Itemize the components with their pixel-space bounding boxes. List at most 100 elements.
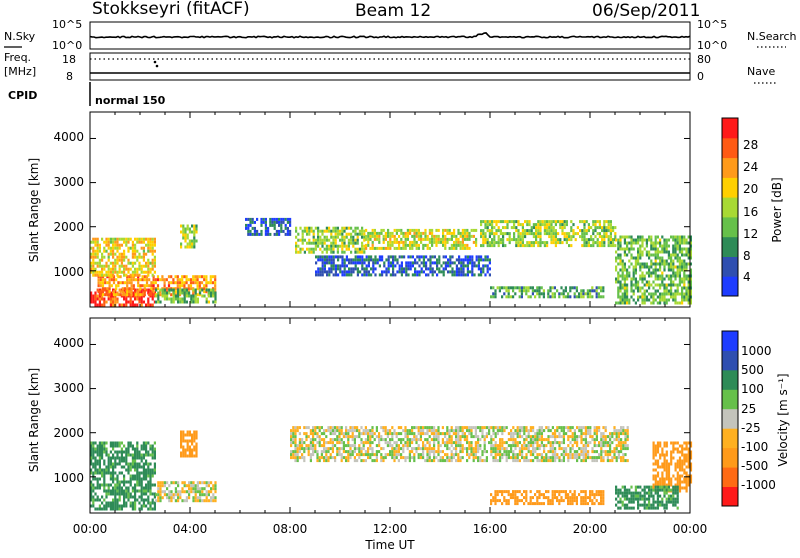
heatmap-cell bbox=[305, 426, 307, 429]
heatmap-cell bbox=[575, 238, 577, 241]
heatmap-cell bbox=[337, 251, 339, 254]
heatmap-cell bbox=[501, 438, 503, 441]
heatmap-cell bbox=[423, 270, 425, 273]
heatmap-cell bbox=[378, 444, 380, 447]
heatmap-cell bbox=[677, 275, 679, 278]
heatmap-cell bbox=[308, 242, 310, 245]
heatmap-cell bbox=[184, 490, 186, 493]
heatmap-cell bbox=[322, 258, 324, 261]
heatmap-cell bbox=[134, 298, 136, 301]
heatmap-cell bbox=[576, 450, 578, 453]
heatmap-cell bbox=[341, 230, 343, 233]
heatmap-cell bbox=[247, 230, 249, 233]
heatmap-cell bbox=[444, 247, 446, 250]
heatmap-cell bbox=[663, 278, 665, 281]
heatmap-cell bbox=[152, 493, 154, 496]
heatmap-cell bbox=[131, 281, 133, 284]
heatmap-cell bbox=[566, 238, 568, 241]
heatmap-cell bbox=[624, 284, 626, 287]
heatmap-cell bbox=[153, 281, 155, 284]
heatmap-cell bbox=[137, 284, 139, 287]
heatmap-cell bbox=[341, 456, 343, 459]
heatmap-cell bbox=[679, 293, 681, 296]
heatmap-cell bbox=[393, 429, 395, 432]
heatmap-cell bbox=[563, 429, 565, 432]
heatmap-cell bbox=[392, 270, 394, 273]
heatmap-cell bbox=[141, 472, 143, 475]
heatmap-cell bbox=[657, 466, 659, 469]
heatmap-cell bbox=[193, 437, 195, 440]
heatmap-cell bbox=[480, 223, 482, 226]
heatmap-cell bbox=[677, 266, 679, 269]
heatmap-cell bbox=[513, 238, 515, 241]
heatmap-cell bbox=[292, 456, 294, 459]
heatmap-cell bbox=[412, 264, 414, 267]
heatmap-cell bbox=[400, 447, 402, 450]
heatmap-cell bbox=[317, 242, 319, 245]
heatmap-cell bbox=[429, 232, 431, 235]
heatmap-cell bbox=[166, 298, 168, 301]
heatmap-cell bbox=[593, 496, 595, 499]
heatmap-cell bbox=[350, 251, 352, 254]
heatmap-cell bbox=[624, 293, 626, 296]
heatmap-cell bbox=[267, 230, 269, 233]
heatmap-cell bbox=[451, 244, 453, 247]
heatmap-cell bbox=[433, 241, 435, 244]
heatmap-cell bbox=[489, 235, 491, 238]
heatmap-cell bbox=[125, 301, 127, 304]
heatmap-cell bbox=[424, 438, 426, 441]
heatmap-cell bbox=[685, 254, 687, 257]
heatmap-cell bbox=[141, 481, 143, 484]
heatmap-cell bbox=[125, 460, 127, 463]
heatmap-cell bbox=[633, 266, 635, 269]
heatmap-cell bbox=[343, 450, 345, 453]
heatmap-cell bbox=[145, 484, 147, 487]
heatmap-cell bbox=[586, 241, 588, 244]
heatmap-cell bbox=[576, 435, 578, 438]
heatmap-cell bbox=[657, 269, 659, 272]
heatmap-cell bbox=[539, 232, 541, 235]
heatmap-cell bbox=[341, 429, 343, 432]
heatmap-cell bbox=[130, 454, 132, 457]
heatmap-cell bbox=[505, 289, 507, 292]
heatmap-cell bbox=[112, 298, 114, 301]
heatmap-cell bbox=[413, 244, 415, 247]
heatmap-cell bbox=[366, 258, 368, 261]
heatmap-cell bbox=[396, 232, 398, 235]
heatmap-cell bbox=[672, 260, 674, 263]
heatmap-cell bbox=[369, 238, 371, 241]
heatmap-cell bbox=[512, 456, 514, 459]
heatmap-cell bbox=[199, 284, 201, 287]
heatmap-cell bbox=[502, 220, 504, 223]
heatmap-cell bbox=[94, 250, 96, 253]
heatmap-cell bbox=[484, 444, 486, 447]
heatmap-cell bbox=[119, 259, 121, 262]
heatmap-cell bbox=[683, 263, 685, 266]
heatmap-cell bbox=[136, 499, 138, 502]
heatmap-cell bbox=[470, 429, 472, 432]
heatmap-cell bbox=[121, 265, 123, 268]
heatmap-cell bbox=[149, 271, 151, 274]
heatmap-cell bbox=[580, 426, 582, 429]
heatmap-cell bbox=[454, 273, 456, 276]
heatmap-cell bbox=[330, 255, 332, 258]
heatmap-cell bbox=[468, 453, 470, 456]
heatmap-cell bbox=[580, 295, 582, 298]
heatmap-cell bbox=[404, 426, 406, 429]
heatmap-cell bbox=[326, 255, 328, 258]
heatmap-cell bbox=[536, 490, 538, 493]
heatmap-cell bbox=[104, 293, 106, 296]
heatmap-cell bbox=[449, 261, 451, 264]
heatmap-cell bbox=[468, 447, 470, 450]
heatmap-cell bbox=[164, 490, 166, 493]
heatmap-cell bbox=[355, 267, 357, 270]
heatmap-cell bbox=[147, 508, 149, 511]
heatmap-cell bbox=[130, 304, 132, 307]
heatmap-cell bbox=[650, 272, 652, 275]
heatmap-cell bbox=[670, 284, 672, 287]
heatmap-cell bbox=[568, 232, 570, 235]
heatmap-cell bbox=[125, 298, 127, 301]
heatmap-cell bbox=[147, 466, 149, 469]
heatmap-cell bbox=[458, 267, 460, 270]
heatmap-cell bbox=[184, 440, 186, 443]
